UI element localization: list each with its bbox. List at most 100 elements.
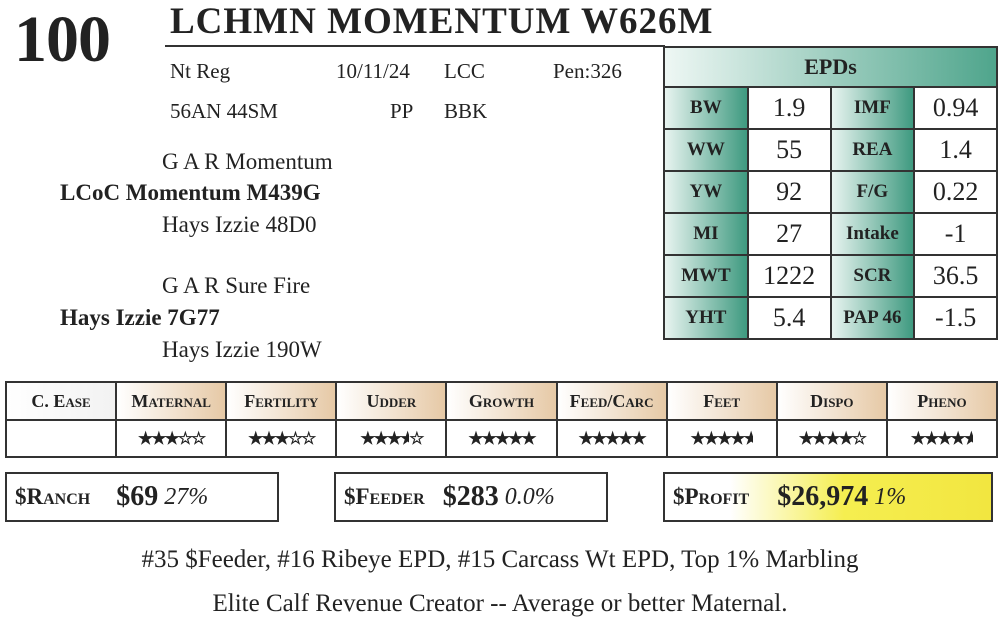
epd-value: -1 bbox=[913, 212, 998, 256]
star-full-icon: ★ bbox=[138, 428, 153, 448]
feeder-percentile: 0.0% bbox=[504, 483, 555, 510]
epd-label: WW bbox=[663, 128, 749, 172]
star-full-icon: ★ bbox=[386, 428, 402, 448]
star-full-icon: ★ bbox=[274, 428, 290, 448]
feeder-value: $283 bbox=[442, 481, 499, 512]
coat-color: BBK bbox=[444, 99, 488, 123]
star-empty-icon: ☆ bbox=[301, 428, 316, 448]
star-full-icon: ★ bbox=[248, 428, 263, 448]
dam: Hays Izzie 7G77 bbox=[60, 305, 220, 330]
star-full-icon: ★ bbox=[937, 428, 952, 448]
star-full-icon: ★ bbox=[825, 428, 840, 448]
star-full-icon: ★ bbox=[690, 428, 706, 448]
epd-value: -1.5 bbox=[913, 296, 998, 340]
epd-label: IMF bbox=[829, 86, 916, 130]
trait-header: Dispo bbox=[775, 381, 888, 421]
star-rating: ★★★★☆ bbox=[775, 419, 888, 458]
trait-header: Pheno bbox=[885, 381, 999, 421]
feeder-index-box: $Feeder $283 0.0% bbox=[334, 472, 608, 522]
star-full-icon: ★ bbox=[360, 428, 375, 448]
star-half-icon: ★ bbox=[399, 428, 410, 448]
breed-composition: 56AN 44SM bbox=[170, 99, 278, 123]
star-rating: ★★★★★ bbox=[445, 419, 558, 458]
star-empty-icon: ☆ bbox=[177, 428, 193, 448]
star-empty-icon: ☆ bbox=[851, 428, 867, 448]
star-half-icon: ★ bbox=[963, 428, 974, 448]
profit-value: $26,974 bbox=[777, 481, 869, 512]
breeder-code: LCC bbox=[444, 59, 485, 83]
animal-name: LCHMN MOMENTUM W626M bbox=[170, 1, 714, 42]
epd-row: BW 1.9 IMF 0.94 bbox=[663, 86, 998, 130]
star-full-icon: ★ bbox=[591, 428, 607, 448]
trait-header: Fertility bbox=[225, 381, 338, 421]
epd-label: YHT bbox=[663, 296, 749, 340]
feeder-label: $Feeder bbox=[344, 484, 425, 509]
epd-table: EPDs BW 1.9 IMF 0.94 WW 55 REA 1.4 YW 92 F/G 0.22 MI… bbox=[663, 46, 998, 340]
trait-header: Feed/Carc bbox=[555, 381, 668, 421]
star-full-icon: ★ bbox=[924, 428, 939, 448]
star-half-icon: ★ bbox=[743, 428, 753, 448]
star-full-icon: ★ bbox=[631, 428, 646, 448]
epd-value: 92 bbox=[746, 170, 832, 214]
epd-value: 1222 bbox=[746, 254, 832, 298]
trait-header: Maternal bbox=[115, 381, 228, 421]
trait-header: Udder bbox=[335, 381, 448, 421]
star-empty-icon: ☆ bbox=[409, 428, 424, 448]
epd-value: 55 bbox=[746, 128, 832, 172]
star-full-icon: ★ bbox=[811, 428, 827, 448]
star-full-icon: ★ bbox=[618, 428, 633, 448]
star-full-icon: ★ bbox=[703, 428, 719, 448]
star-full-icon: ★ bbox=[261, 428, 276, 448]
star-full-icon: ★ bbox=[838, 428, 853, 448]
epd-row: MWT 1222 SCR 36.5 bbox=[663, 254, 998, 298]
epd-label: MWT bbox=[663, 254, 749, 298]
ranch-percentile: 27% bbox=[164, 483, 209, 510]
profit-label: $Profit bbox=[673, 484, 750, 509]
star-full-icon: ★ bbox=[373, 428, 388, 448]
epd-title: EPDs bbox=[663, 46, 998, 88]
dam-dam: Hays Izzie 190W bbox=[162, 337, 322, 362]
star-full-icon: ★ bbox=[481, 428, 497, 448]
note-line-2: Elite Calf Revenue Creator -- Average or… bbox=[212, 590, 788, 617]
birth-date: 10/11/24 bbox=[336, 59, 410, 83]
epd-label: Intake bbox=[829, 212, 916, 256]
star-full-icon: ★ bbox=[521, 428, 536, 448]
star-empty-icon: ☆ bbox=[191, 428, 206, 448]
epd-label: YW bbox=[663, 170, 749, 214]
epd-value: 27 bbox=[746, 212, 832, 256]
star-full-icon: ★ bbox=[950, 428, 966, 448]
star-rating: ★★★☆☆ bbox=[225, 419, 338, 458]
star-full-icon: ★ bbox=[151, 428, 166, 448]
trait-header: Feet bbox=[665, 381, 778, 421]
star-rating: ★★★★★ bbox=[665, 419, 778, 458]
epd-row: YW 92 F/G 0.22 bbox=[663, 170, 998, 214]
star-full-icon: ★ bbox=[910, 428, 926, 448]
pen-number: Pen:326 bbox=[553, 59, 622, 83]
epd-label: REA bbox=[829, 128, 916, 172]
star-full-icon: ★ bbox=[798, 428, 814, 448]
dam-sire: G A R Sure Fire bbox=[162, 273, 311, 298]
star-rating: ★★★☆☆ bbox=[115, 419, 228, 458]
lot-number: 100 bbox=[14, 3, 111, 76]
star-rating: ★★★★★ bbox=[555, 419, 668, 458]
sire-sire: G A R Momentum bbox=[162, 149, 333, 174]
star-full-icon: ★ bbox=[717, 428, 732, 448]
star-empty-icon: ☆ bbox=[287, 428, 303, 448]
epd-value: 1.9 bbox=[746, 86, 832, 130]
profit-percentile: 1% bbox=[874, 483, 907, 510]
epd-value: 0.22 bbox=[913, 170, 998, 214]
sire-dam: Hays Izzie 48D0 bbox=[162, 212, 317, 237]
polled-status: PP bbox=[390, 99, 414, 123]
star-full-icon: ★ bbox=[494, 428, 510, 448]
star-full-icon: ★ bbox=[508, 428, 523, 448]
star-rating: ★★★★☆ bbox=[335, 419, 448, 458]
star-full-icon: ★ bbox=[578, 428, 593, 448]
profit-index-box: $Profit $26,974 1% bbox=[663, 472, 993, 522]
trait-header: C. Ease bbox=[4, 381, 118, 421]
epd-value: 1.4 bbox=[913, 128, 998, 172]
registration: Nt Reg bbox=[170, 59, 231, 83]
star-full-icon: ★ bbox=[730, 428, 745, 448]
sire: LCoC Momentum M439G bbox=[60, 180, 321, 205]
epd-value: 5.4 bbox=[746, 296, 832, 340]
star-full-icon: ★ bbox=[604, 428, 620, 448]
